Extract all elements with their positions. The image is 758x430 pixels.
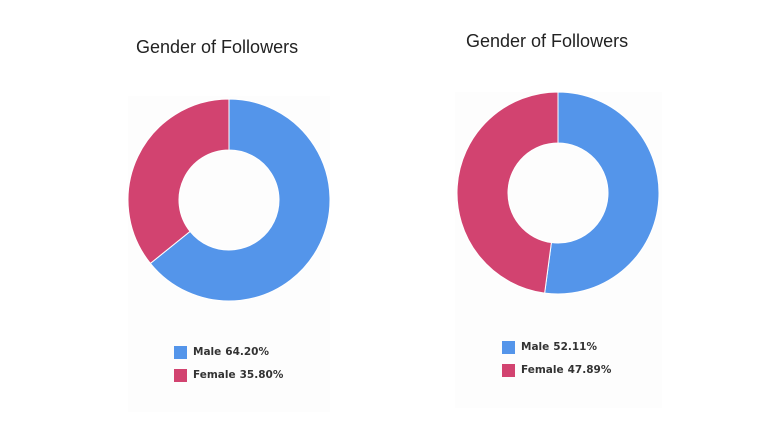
- legend-swatch-female: [502, 363, 515, 377]
- legend-label-female: Female: [193, 369, 236, 381]
- legend-value-female: 47.89%: [567, 364, 612, 376]
- donut-slice-male[interactable]: [149, 98, 331, 302]
- legend-label-male: Male: [193, 346, 222, 358]
- donut-slice-male[interactable]: [544, 91, 660, 295]
- donut-chart-left: [127, 98, 331, 302]
- chart-title-right: Gender of Followers: [466, 31, 629, 51]
- legend-left: Male 64.20% Female 35.80%: [174, 345, 283, 391]
- legend-item-female[interactable]: Female 47.89%: [502, 363, 611, 377]
- chart-title-left: Gender of Followers: [136, 37, 299, 57]
- legend-item-male[interactable]: Male 64.20%: [174, 345, 283, 359]
- legend-value-female: 35.80%: [239, 369, 284, 381]
- legend-swatch-male: [502, 340, 515, 354]
- legend-label-male: Male: [521, 341, 550, 353]
- legend-swatch-female: [174, 368, 187, 382]
- donut-chart-right: [456, 91, 660, 295]
- legend-right: Male 52.11% Female 47.89%: [502, 340, 611, 386]
- legend-label-female: Female: [521, 364, 564, 376]
- donut-slice-female[interactable]: [456, 91, 559, 294]
- legend-value-male: 52.11%: [553, 341, 597, 353]
- legend-item-male[interactable]: Male 52.11%: [502, 340, 611, 354]
- legend-item-female[interactable]: Female 35.80%: [174, 368, 283, 382]
- legend-value-male: 64.20%: [225, 346, 269, 358]
- legend-swatch-male: [174, 345, 187, 359]
- donut-slice-female[interactable]: [127, 98, 230, 265]
